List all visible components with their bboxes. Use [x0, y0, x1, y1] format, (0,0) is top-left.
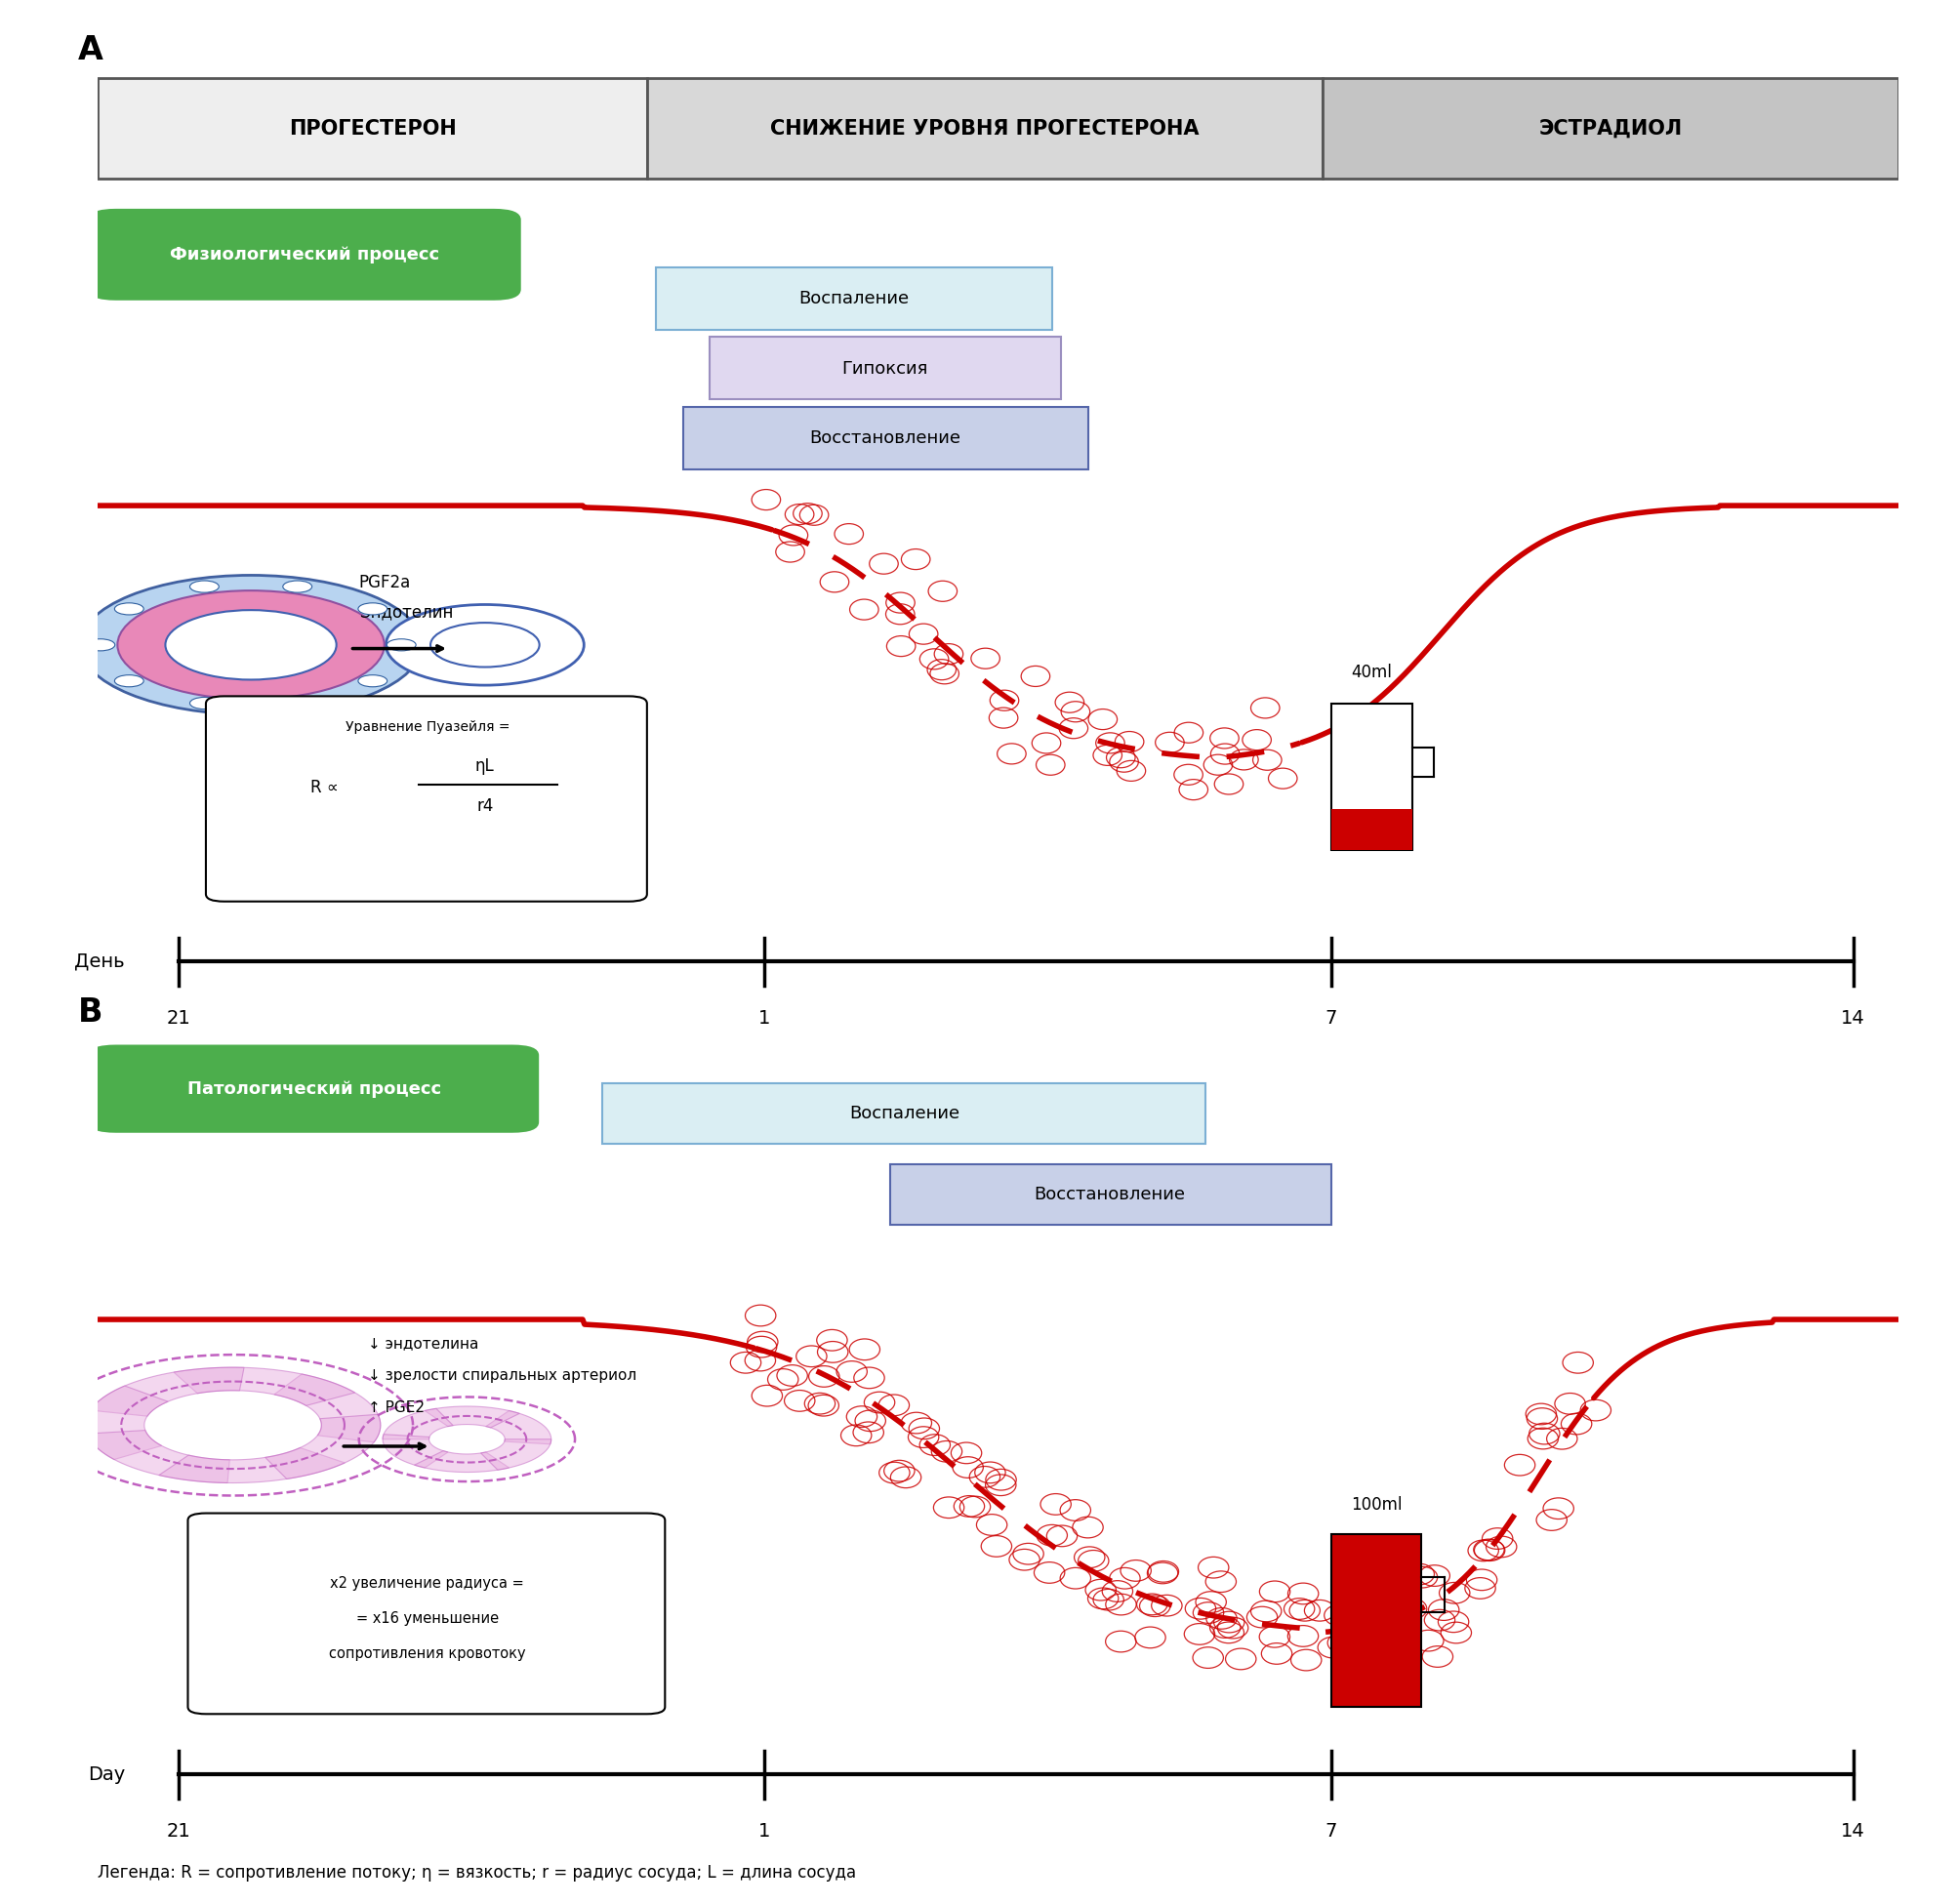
Text: x2 увеличение радиуса =: x2 увеличение радиуса = — [331, 1577, 524, 1592]
Text: 21: 21 — [166, 1822, 192, 1841]
Text: ↓ зрелости спиральных артериол: ↓ зрелости спиральных артериол — [368, 1369, 636, 1382]
Circle shape — [115, 604, 143, 615]
Text: ПРОГЕСТЕРОН: ПРОГЕСТЕРОН — [288, 118, 456, 139]
Text: ↑ PGE2: ↑ PGE2 — [368, 1399, 425, 1415]
Text: A: A — [78, 34, 104, 67]
Text: ЭСТРАДИОЛ: ЭСТРАДИОЛ — [1538, 118, 1681, 139]
Text: Day: Day — [88, 1765, 125, 1784]
Text: ηL: ηL — [476, 758, 495, 775]
FancyBboxPatch shape — [205, 697, 648, 901]
Text: 7: 7 — [1325, 1009, 1337, 1028]
Circle shape — [117, 590, 384, 699]
Text: Физиологический процесс: Физиологический процесс — [170, 246, 440, 263]
FancyBboxPatch shape — [88, 1045, 538, 1133]
Text: Восстановление: Восстановление — [1033, 1186, 1186, 1203]
Polygon shape — [266, 1415, 380, 1479]
Circle shape — [358, 604, 387, 615]
FancyBboxPatch shape — [710, 337, 1061, 400]
Circle shape — [431, 623, 540, 666]
Polygon shape — [384, 1434, 448, 1468]
Text: B: B — [78, 996, 104, 1028]
Text: Эндотелин: Эндотелин — [358, 604, 452, 621]
Text: Воспаление: Воспаление — [798, 289, 910, 308]
Text: Уравнение Пуазейля =: Уравнение Пуазейля = — [344, 720, 509, 733]
Polygon shape — [90, 1367, 245, 1417]
Text: Воспаление: Воспаление — [849, 1104, 959, 1123]
Text: Гипоксия: Гипоксия — [842, 360, 928, 377]
Text: 1: 1 — [757, 1822, 769, 1841]
Circle shape — [386, 605, 583, 685]
Polygon shape — [159, 1447, 344, 1483]
Polygon shape — [415, 1451, 509, 1472]
Circle shape — [115, 676, 143, 687]
Polygon shape — [86, 1386, 168, 1460]
FancyBboxPatch shape — [648, 78, 1323, 179]
FancyBboxPatch shape — [603, 1083, 1206, 1142]
FancyBboxPatch shape — [683, 407, 1088, 468]
Text: СНИЖЕНИЕ УРОВНЯ ПРОГЕСТЕРОНА: СНИЖЕНИЕ УРОВНЯ ПРОГЕСТЕРОНА — [769, 118, 1200, 139]
Text: R ∝: R ∝ — [311, 779, 339, 796]
Circle shape — [387, 640, 417, 651]
Polygon shape — [384, 1409, 454, 1439]
Text: 40ml: 40ml — [1350, 664, 1391, 682]
FancyBboxPatch shape — [98, 78, 648, 179]
FancyBboxPatch shape — [88, 209, 521, 301]
Polygon shape — [174, 1367, 354, 1405]
FancyBboxPatch shape — [656, 267, 1053, 329]
Text: ↓ эндотелина: ↓ эндотелина — [368, 1337, 479, 1352]
Circle shape — [190, 697, 219, 708]
Polygon shape — [274, 1375, 380, 1441]
Text: 14: 14 — [1842, 1822, 1865, 1841]
Text: Легенда: R = сопротивление потоку; η = вязкость; r = радиус сосуда; L = длина со: Легенда: R = сопротивление потоку; η = в… — [98, 1864, 857, 1881]
Text: сопротивления кровотоку: сопротивления кровотоку — [329, 1647, 526, 1662]
Bar — [1331, 809, 1413, 849]
Polygon shape — [485, 1411, 552, 1443]
Text: PGF2a: PGF2a — [358, 573, 411, 592]
Polygon shape — [86, 1430, 229, 1483]
Bar — [1331, 703, 1413, 849]
Bar — [1331, 1535, 1421, 1706]
Text: r4: r4 — [476, 798, 493, 815]
Text: 21: 21 — [166, 1009, 192, 1028]
Polygon shape — [481, 1439, 552, 1470]
Circle shape — [164, 609, 337, 680]
Polygon shape — [425, 1407, 519, 1428]
Circle shape — [284, 697, 311, 708]
Circle shape — [190, 581, 219, 592]
Circle shape — [86, 640, 115, 651]
Circle shape — [80, 575, 423, 714]
Text: Патологический процесс: Патологический процесс — [188, 1080, 440, 1099]
Text: 7: 7 — [1325, 1822, 1337, 1841]
Text: 14: 14 — [1842, 1009, 1865, 1028]
Circle shape — [284, 581, 311, 592]
Text: Восстановление: Восстановление — [808, 430, 961, 447]
Text: 100ml: 100ml — [1350, 1497, 1401, 1514]
Text: = x16 уменьшение: = x16 уменьшение — [356, 1611, 499, 1626]
Circle shape — [358, 676, 387, 687]
Text: 1: 1 — [757, 1009, 769, 1028]
FancyBboxPatch shape — [890, 1165, 1331, 1224]
Text: День: День — [74, 952, 125, 971]
FancyBboxPatch shape — [188, 1514, 665, 1714]
FancyBboxPatch shape — [1323, 78, 1898, 179]
